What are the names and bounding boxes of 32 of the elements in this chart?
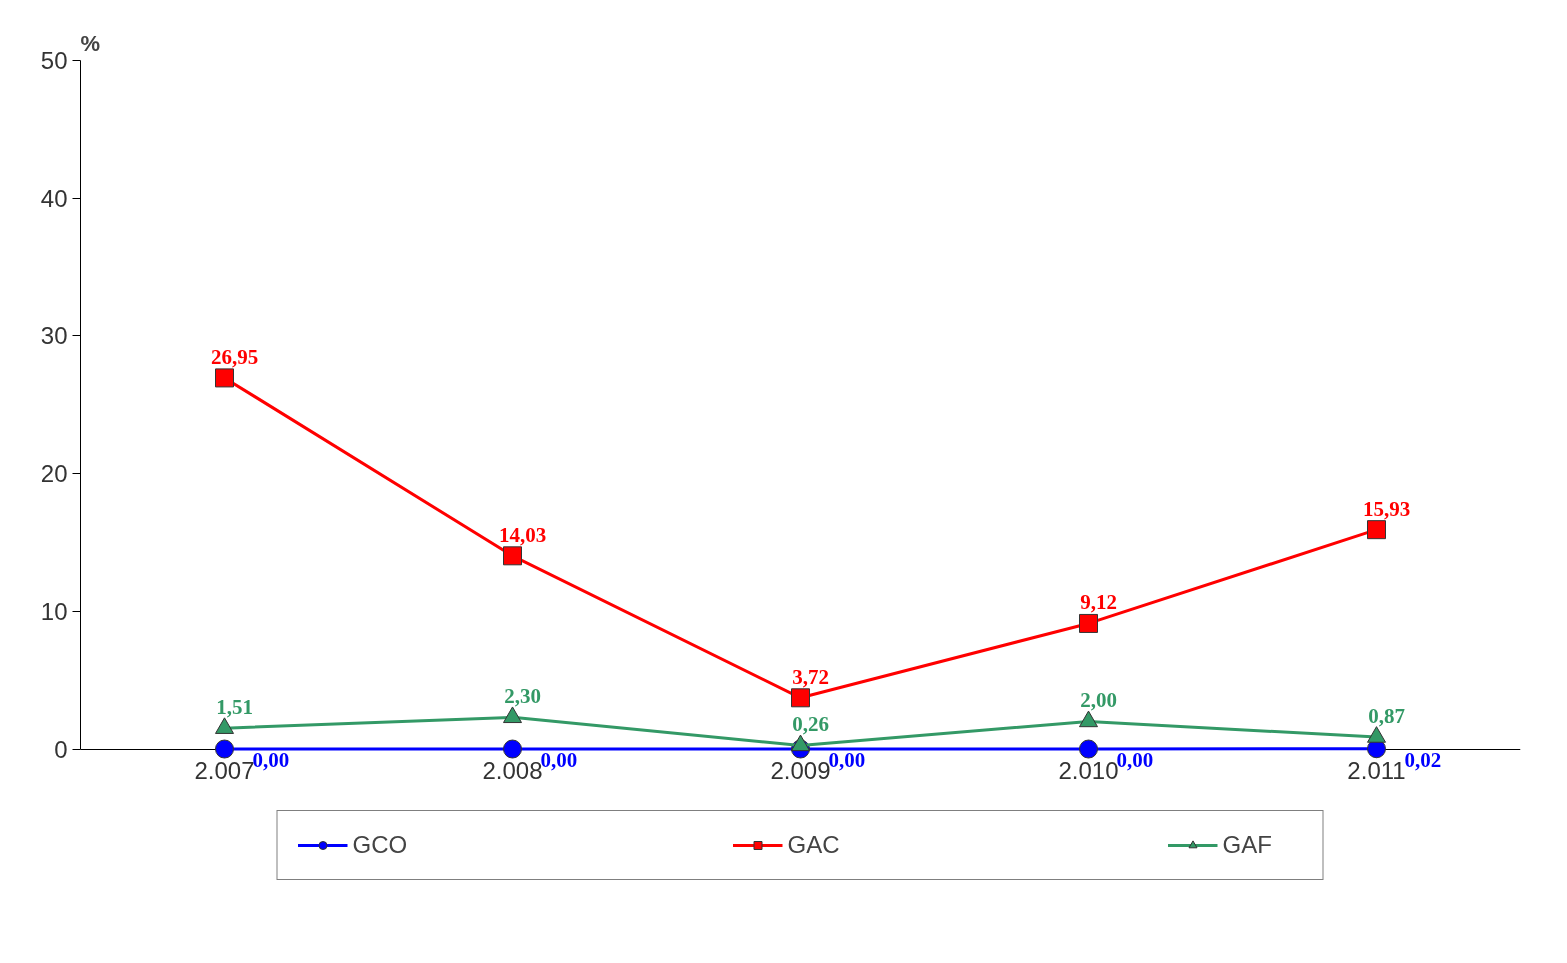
data-label: 26,95 (210, 344, 259, 369)
legend-label: GAF (1222, 831, 1273, 859)
data-label: 0,00 (252, 748, 290, 773)
y-tick-label: 20 (40, 460, 68, 488)
point (1367, 520, 1386, 540)
point (503, 739, 522, 759)
y-tick-label: 10 (40, 597, 68, 625)
x-tick-label: 2.011 (1347, 757, 1406, 785)
data-label: 14,03 (498, 522, 547, 547)
data-label: 3,72 (792, 664, 829, 689)
point (215, 739, 234, 759)
data-label: 0,87 (1368, 704, 1405, 729)
data-label: 0,26 (792, 712, 829, 737)
data-label: 9,12 (1080, 590, 1117, 615)
data-label: 2,30 (504, 684, 541, 709)
y-tick-label: 30 (40, 322, 68, 350)
y-axis-title: % (80, 30, 101, 56)
data-label: 1,51 (216, 695, 253, 720)
point (1079, 613, 1098, 633)
data-label: 15,93 (1362, 496, 1411, 521)
y-tick-label: 0 (54, 735, 68, 763)
point (1079, 739, 1098, 759)
legend-label: GAC (787, 831, 841, 859)
data-label: 2,00 (1080, 688, 1117, 713)
data-label: 0,00 (540, 748, 578, 773)
point (503, 546, 522, 566)
data-label: 0,02 (1404, 747, 1442, 772)
y-tick-label: 40 (40, 184, 68, 212)
point (215, 368, 234, 388)
legend-label: GCO (352, 831, 409, 859)
point (791, 688, 810, 708)
y-tick-label: 50 (40, 47, 68, 74)
